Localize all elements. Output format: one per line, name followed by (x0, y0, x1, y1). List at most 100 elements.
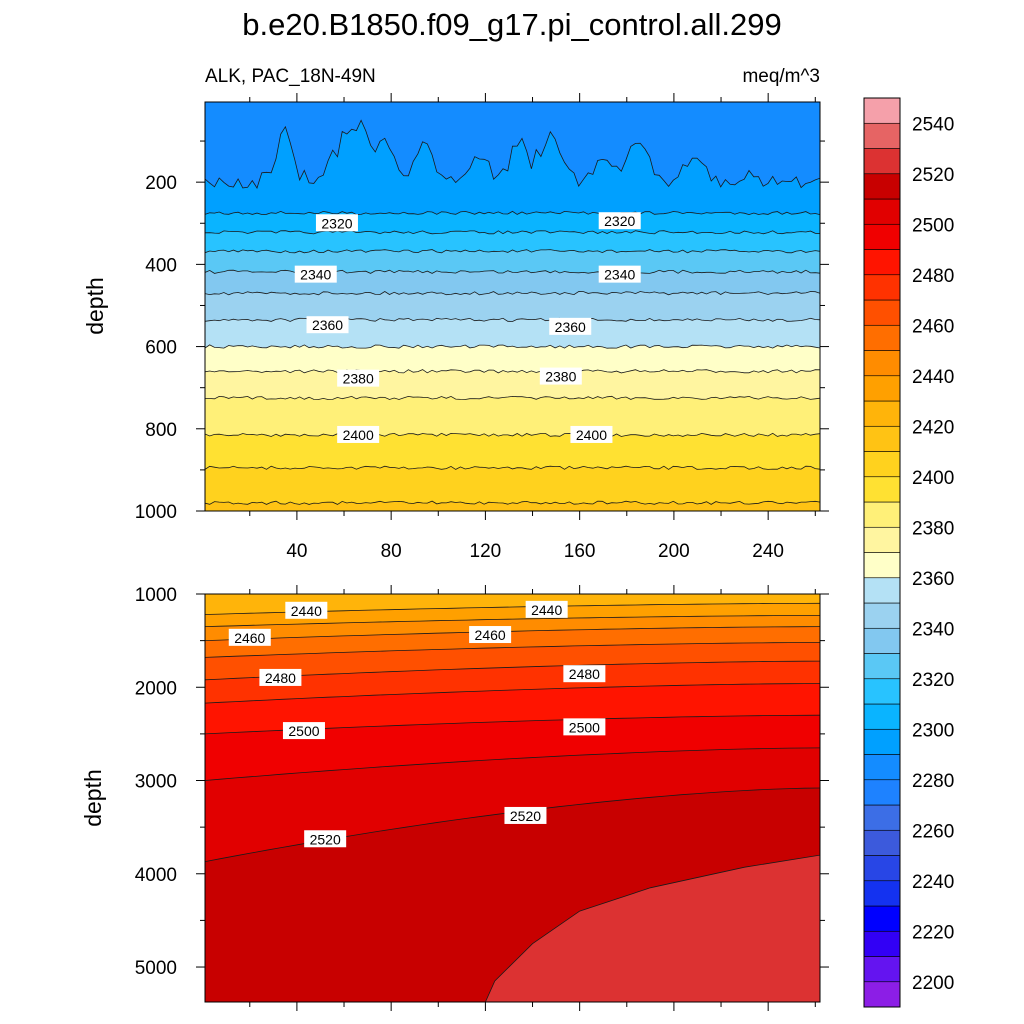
colorbar-label: 2460 (912, 316, 954, 337)
contour-label-2480: 2480 (259, 668, 302, 686)
colorbar-box (863, 956, 901, 983)
colorbar-box (863, 526, 901, 553)
contour-line-2530 (485, 854, 820, 1002)
colorbar-label: 2280 (912, 771, 954, 792)
colorbar-box (863, 728, 901, 755)
y-tick-label: 3000 (135, 772, 177, 793)
contour-label-2500: 2500 (563, 718, 606, 736)
contour-label-box (285, 601, 328, 619)
contour-line-2310 (205, 210, 820, 216)
chart-title: b.e20.B1850.f09_g17.pi_control.all.299 (242, 7, 782, 42)
x-tick-label: 160 (564, 541, 596, 562)
contour-label-box (598, 265, 641, 283)
contour-label-box (337, 369, 380, 387)
colorbar-box (863, 223, 901, 250)
colorbar-box (863, 425, 901, 452)
contour-line-2490 (205, 683, 820, 704)
contour-label-box (306, 316, 349, 334)
colorbar-box (863, 476, 901, 503)
contour-label-2440: 2440 (525, 600, 568, 618)
colorbar-box (863, 249, 901, 276)
contour-label-text: 2400 (343, 427, 374, 443)
plot-frame (204, 101, 821, 512)
colorbar-label: 2480 (912, 266, 954, 287)
y-tick-label: 200 (145, 173, 177, 194)
colorbar-box (863, 930, 901, 957)
contour-label-box (598, 212, 641, 230)
contour-label-box (304, 830, 347, 848)
contour-label-2440: 2440 (285, 601, 328, 619)
colorbar-box (863, 552, 901, 579)
contour-line-2410 (205, 465, 820, 470)
contour-label-text: 2400 (576, 427, 607, 443)
contour-label-text: 2360 (555, 319, 586, 335)
upper-panel: 2320 2320 2340 2340 2360 2360 2380 2380 2400 2400… (135, 93, 829, 562)
contour-label-2320: 2320 (598, 212, 641, 230)
colorbar-box (863, 602, 901, 629)
contour-label-box (228, 628, 271, 646)
colorbar-box (863, 905, 901, 932)
y-tick-label: 1000 (135, 502, 177, 523)
y-tick-label: 1000 (135, 585, 177, 606)
contour-label-box (570, 425, 613, 443)
contour-label-2520: 2520 (304, 830, 347, 848)
colorbar-box (863, 400, 901, 427)
contour-label-text: 2440 (531, 602, 562, 618)
contour-line-2510 (205, 747, 820, 781)
contour-label-2520: 2520 (504, 806, 547, 824)
contour-label-text: 2340 (300, 267, 331, 283)
colorbar-frame (863, 97, 901, 1008)
colorbar-box (863, 299, 901, 326)
contour-line-2380 (205, 369, 820, 374)
contour-label-box (549, 317, 592, 335)
colorbar-box (863, 577, 901, 604)
contour-label-box (315, 214, 358, 232)
colorbar: 2200 2220 2240 2260 2280 2300 2320 2340 2360 2380… (863, 97, 954, 1008)
contour-label-2340: 2340 (294, 265, 337, 283)
contour-label-box (282, 722, 325, 740)
contour-line-2400 (205, 432, 820, 438)
colorbar-label: 2260 (912, 821, 954, 842)
colorbar-label: 2420 (912, 417, 954, 438)
contour-label-text: 2500 (569, 719, 600, 735)
contour-label-box (259, 668, 302, 686)
contour-label-box (337, 425, 380, 443)
contour-label-box (525, 600, 568, 618)
contour-label-2380: 2380 (337, 369, 380, 387)
colorbar-box (863, 122, 901, 149)
colorbar-box (863, 653, 901, 680)
variable-subtitle: ALK, PAC_18N-49N (205, 66, 376, 87)
contour-field: 2320 2320 2340 2340 2360 2360 2380 2380 2400 2400 (205, 102, 820, 511)
colorbar-box (863, 880, 901, 907)
colorbar-box (863, 173, 901, 200)
contour-label-box (469, 626, 512, 644)
contour-label-text: 2320 (321, 215, 352, 231)
colorbar-label: 2200 (912, 973, 954, 994)
contour-label-2400: 2400 (570, 425, 613, 443)
contour-label-box (294, 265, 337, 283)
contour-label-2320: 2320 (315, 214, 358, 232)
contour-label-2460: 2460 (469, 626, 512, 644)
y-tick-label: 600 (145, 338, 177, 359)
contour-label-text: 2360 (312, 317, 343, 333)
x-tick-label: 40 (286, 541, 307, 562)
colorbar-box (863, 829, 901, 856)
contour-label-2360: 2360 (549, 317, 592, 335)
colorbar-box (863, 97, 901, 124)
contour-label-box (504, 806, 547, 824)
colorbar-label: 2360 (912, 569, 954, 590)
colorbar-box (863, 703, 901, 730)
contour-label-text: 2340 (604, 267, 635, 283)
contour-label-text: 2460 (475, 627, 506, 643)
contour-line-2470 (205, 642, 820, 658)
colorbar-box (863, 148, 901, 175)
contour-label-text: 2380 (343, 371, 374, 387)
contour-band-2410 (205, 466, 820, 511)
contour-label-2380: 2380 (539, 367, 582, 385)
contour-label-text: 2520 (310, 831, 341, 847)
colorbar-label: 2320 (912, 670, 954, 691)
contour-line-2460 (205, 626, 820, 641)
contour-label-2360: 2360 (306, 316, 349, 334)
plot-frame (204, 593, 821, 1003)
y-tick-label: 2000 (135, 678, 177, 699)
